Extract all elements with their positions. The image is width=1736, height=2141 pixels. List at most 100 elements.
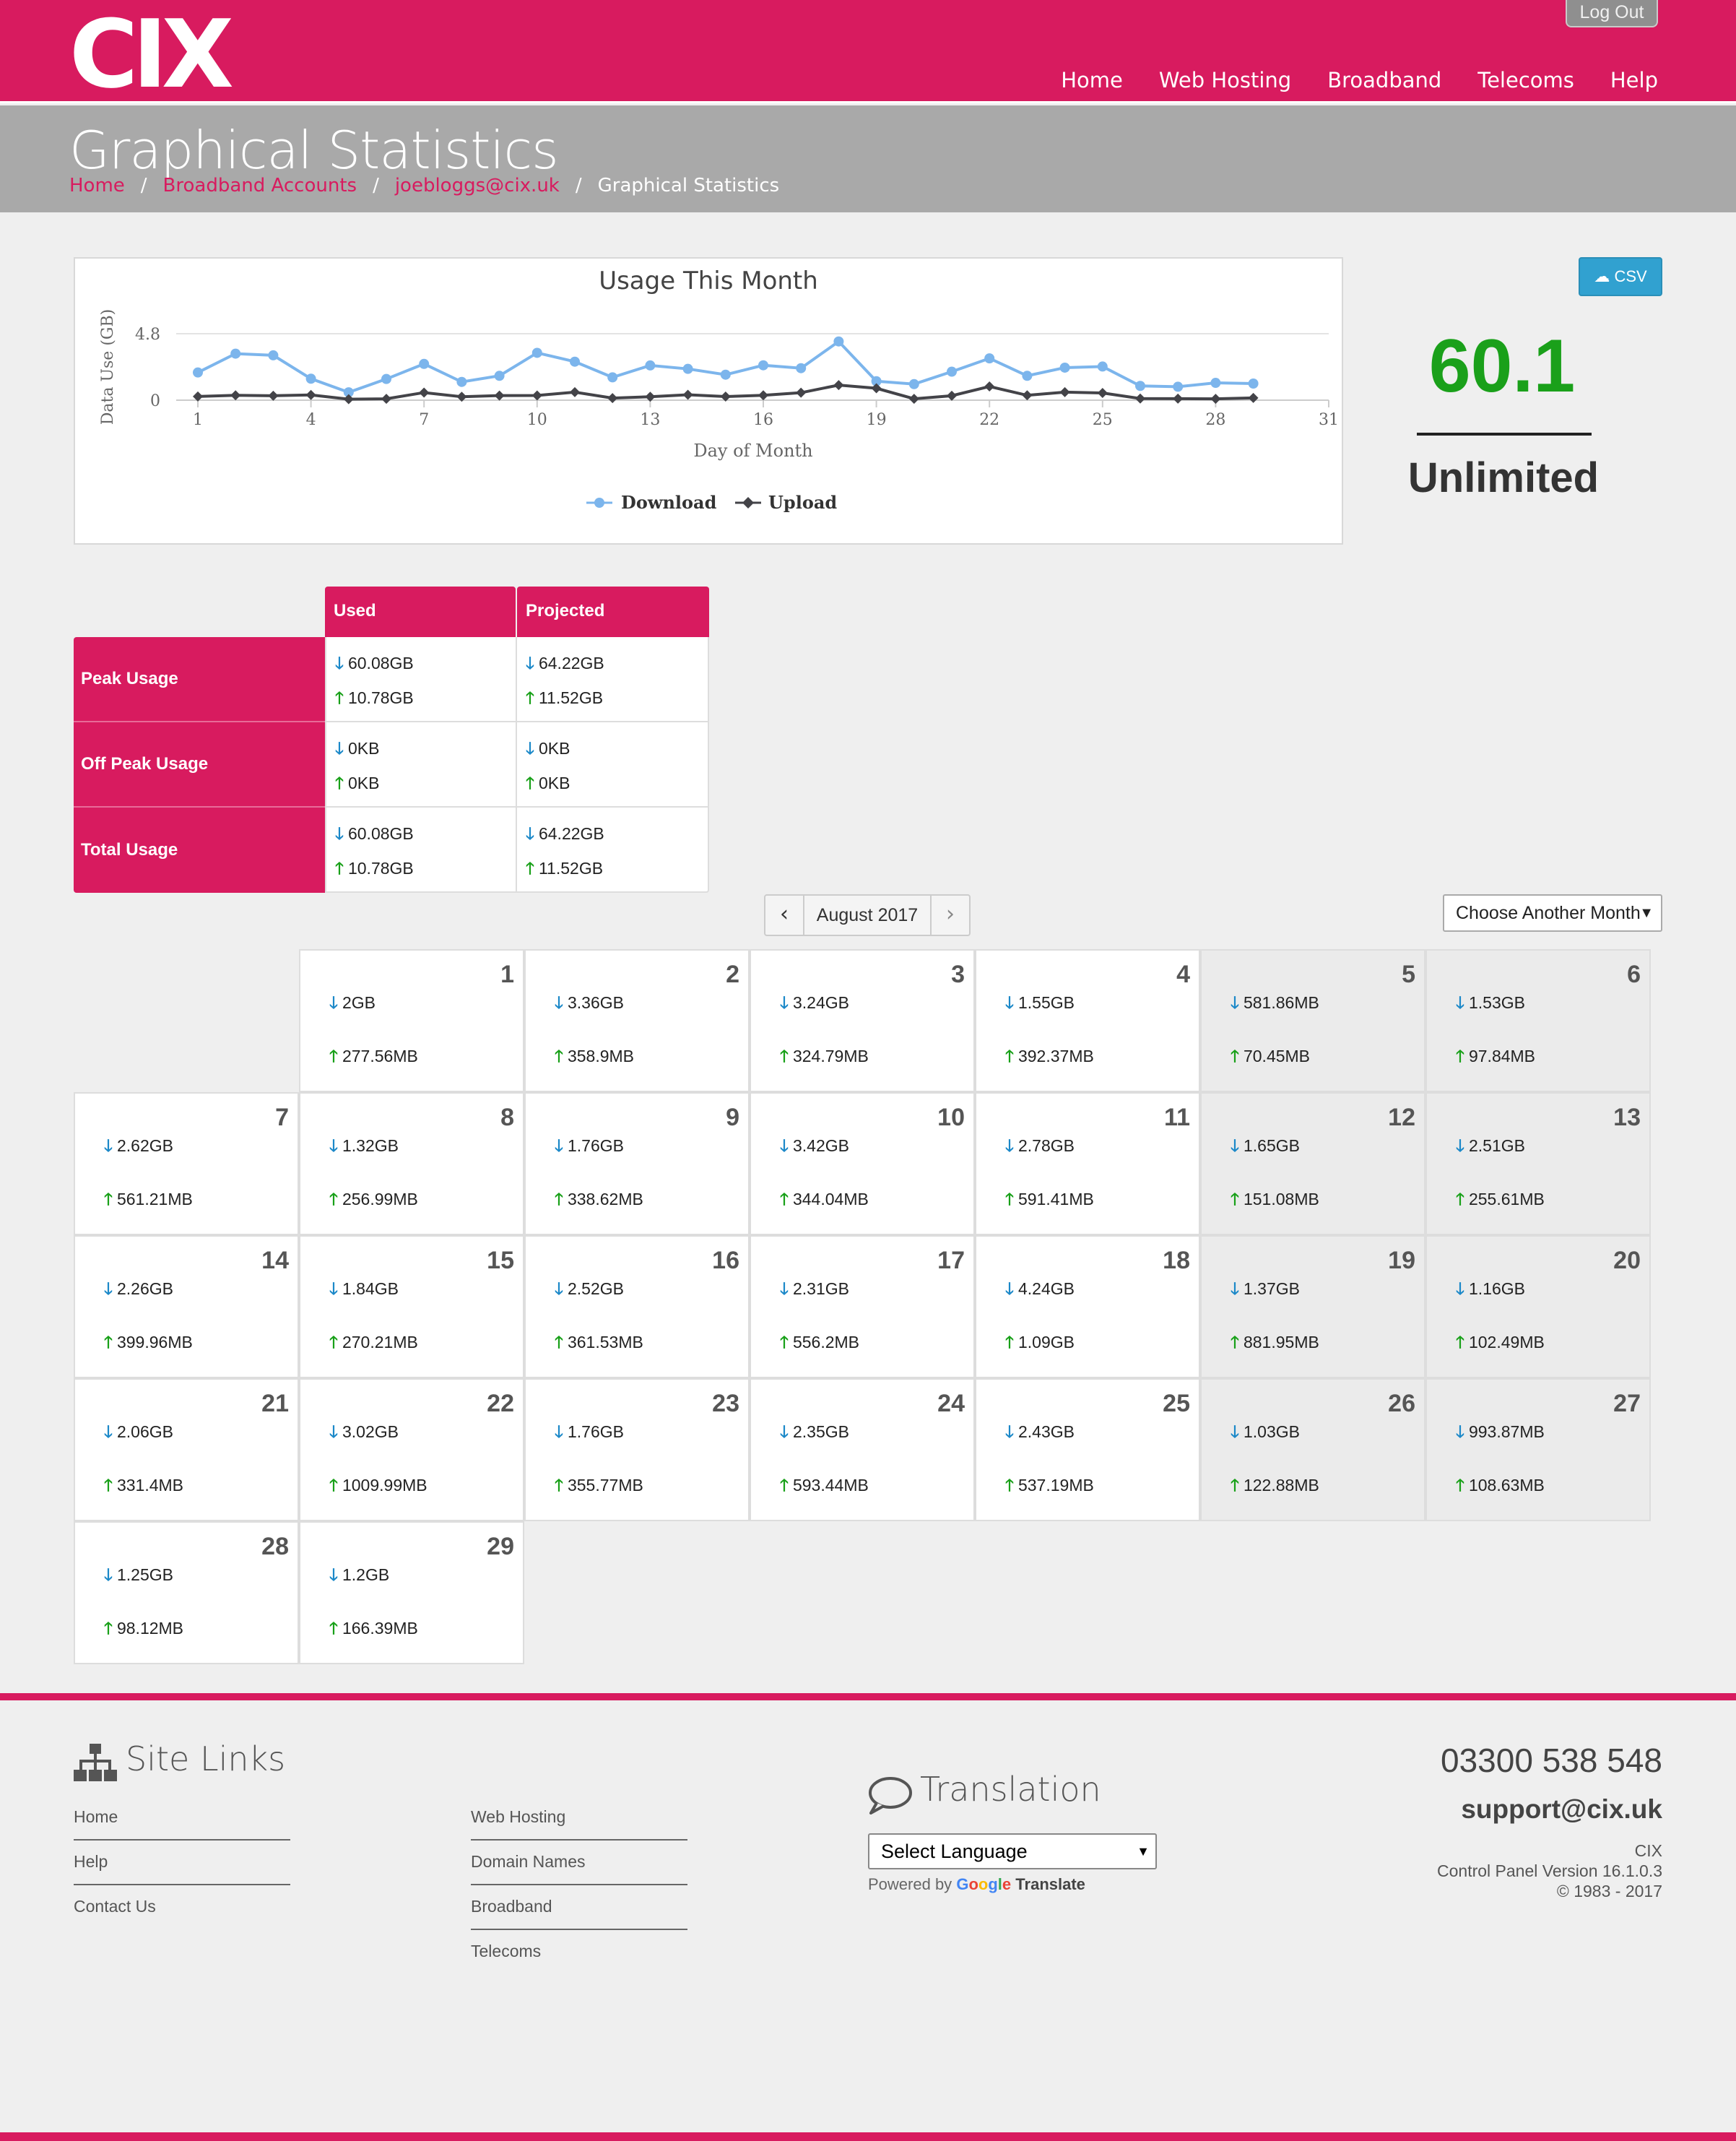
calendar-day: 21 🡓 2.06GB 🡑 331.4MB — [74, 1378, 299, 1521]
calendar-day: 22 🡓 3.02GB 🡑 1009.99MB — [299, 1378, 524, 1521]
day-download: 🡓 2.78GB — [1005, 1134, 1075, 1162]
breadcrumb-broadband-accounts[interactable]: Broadband Accounts — [162, 175, 357, 196]
day-number: 25 — [1163, 1390, 1190, 1417]
breadcrumb-home[interactable]: Home — [69, 175, 125, 196]
footer-top-border — [0, 1693, 1736, 1700]
footer-link-contact[interactable]: Contact Us — [74, 1897, 156, 1916]
cix-logo[interactable]: CIX — [69, 0, 234, 109]
day-upload-value: 556.2MB — [792, 1333, 860, 1351]
breadcrumb-separator: / — [575, 175, 582, 196]
upload-point — [1059, 386, 1070, 397]
previous-month-button[interactable]: ‹ — [764, 894, 804, 936]
day-number: 28 — [261, 1533, 289, 1560]
day-number: 22 — [487, 1390, 514, 1417]
day-number: 4 — [1176, 961, 1190, 988]
chart-legend[interactable]: Download Upload — [586, 492, 837, 513]
chart-series — [193, 336, 1259, 405]
speech-bubble-icon — [869, 1777, 912, 1815]
translation-heading: Translation — [920, 1770, 1101, 1809]
language-select[interactable]: Select Language ▼ — [868, 1833, 1157, 1869]
nav-help[interactable]: Help — [1610, 68, 1658, 92]
day-upload: 🡑 399.96MB — [104, 1331, 193, 1359]
download-point — [871, 376, 882, 386]
arrow-up-icon: 🡑 — [1456, 1047, 1464, 1066]
day-number: 3 — [951, 961, 965, 988]
calendar-day: 11 🡓 2.78GB 🡑 591.41MB — [975, 1092, 1200, 1235]
nav-telecoms[interactable]: Telecoms — [1477, 68, 1574, 92]
footer-link-telecoms[interactable]: Telecoms — [471, 1942, 542, 1960]
nav-broadband[interactable]: Broadband — [1327, 68, 1442, 92]
day-download: 🡓 2.62GB — [104, 1134, 173, 1162]
chevron-left-icon: ‹ — [780, 901, 789, 927]
top-bar: CIX Log Out Home Web Hosting Broadband T… — [0, 0, 1736, 103]
day-number: 14 — [261, 1247, 289, 1274]
choose-month-select[interactable]: Choose Another Month ▼ — [1443, 894, 1662, 932]
day-upload-value: 256.99MB — [342, 1190, 418, 1208]
day-upload: 🡑 122.88MB — [1231, 1474, 1319, 1502]
day-download-value: 2.52GB — [567, 1279, 624, 1298]
day-upload: 🡑 256.99MB — [329, 1188, 418, 1216]
upload-point — [494, 390, 505, 401]
day-download: 🡓 3.42GB — [780, 1134, 849, 1162]
footer-link-broadband[interactable]: Broadband — [471, 1897, 552, 1916]
day-download: 🡓 1.76GB — [555, 1420, 624, 1448]
footer-link-home[interactable]: Home — [74, 1807, 118, 1826]
arrow-down-icon: 🡓 — [104, 1423, 113, 1442]
calendar-day: 6 🡓 1.53GB 🡑 97.84MB — [1425, 949, 1651, 1092]
footer-link-help[interactable]: Help — [74, 1852, 108, 1871]
day-upload-value: 361.53MB — [567, 1333, 643, 1351]
download-point — [947, 366, 957, 377]
day-download-value: 1.65GB — [1243, 1136, 1300, 1155]
day-upload: 🡑 338.62MB — [555, 1188, 643, 1216]
day-download: 🡓 993.87MB — [1456, 1420, 1545, 1448]
day-upload: 🡑 361.53MB — [555, 1331, 643, 1359]
day-download: 🡓 2GB — [329, 991, 376, 1019]
arrow-down-icon: 🡓 — [780, 1280, 789, 1299]
legend-upload[interactable]: Upload — [768, 492, 837, 513]
day-download: 🡓 581.86MB — [1231, 991, 1319, 1019]
day-download: 🡓 2.06GB — [104, 1420, 173, 1448]
download-point — [1059, 362, 1070, 373]
upload-point — [947, 390, 957, 401]
nav-home[interactable]: Home — [1061, 68, 1123, 92]
offpeak-proj-down: 0KB — [538, 739, 570, 758]
day-download-value: 2GB — [342, 993, 376, 1012]
powered-by-google[interactable]: Powered by Google Translate — [868, 1875, 1085, 1894]
arrow-up-icon: 🡑 — [335, 774, 344, 793]
cloud-download-icon: ☁ — [1594, 267, 1615, 285]
support-email[interactable]: support@cix.uk — [1461, 1794, 1662, 1824]
caret-down-icon: ▼ — [1639, 905, 1654, 921]
nav-web-hosting[interactable]: Web Hosting — [1158, 68, 1292, 92]
day-upload-value: 166.39MB — [342, 1619, 418, 1638]
y-tick-label: 4.8 — [135, 326, 160, 344]
upload-point — [419, 387, 430, 398]
download-point — [607, 372, 618, 383]
day-download: 🡓 1.16GB — [1456, 1277, 1525, 1305]
footer-link-domain-names[interactable]: Domain Names — [471, 1852, 586, 1871]
day-download: 🡓 1.2GB — [329, 1563, 389, 1591]
x-tick-label: 16 — [753, 411, 773, 429]
day-download-value: 2.43GB — [1017, 1422, 1075, 1441]
day-upload: 🡑 270.21MB — [329, 1331, 418, 1359]
arrow-down-icon: 🡓 — [104, 1566, 113, 1585]
day-upload: 🡑 344.04MB — [780, 1188, 869, 1216]
day-download: 🡓 4.24GB — [1005, 1277, 1075, 1305]
footer-link-web-hosting[interactable]: Web Hosting — [471, 1807, 566, 1826]
upload-point — [1097, 388, 1108, 399]
day-download: 🡓 2.31GB — [780, 1277, 849, 1305]
breadcrumb: Home / Broadband Accounts / joebloggs@cix.uk… — [69, 175, 779, 196]
logout-button[interactable]: Log Out — [1566, 0, 1658, 27]
day-upload: 🡑 97.84MB — [1456, 1044, 1535, 1073]
x-tick-label: 13 — [640, 411, 660, 429]
support-phone[interactable]: 03300 538 548 — [1441, 1742, 1662, 1779]
breadcrumb-account[interactable]: joebloggs@cix.uk — [394, 175, 560, 196]
next-month-button[interactable]: › — [930, 894, 971, 936]
calendar-day: 1 🡓 2GB 🡑 277.56MB — [299, 949, 524, 1092]
legend-download[interactable]: Download — [621, 492, 717, 513]
csv-download-button[interactable]: ☁ CSV — [1579, 257, 1662, 296]
calendar-day: 24 🡓 2.35GB 🡑 593.44MB — [750, 1378, 975, 1521]
arrow-up-icon: 🡑 — [335, 689, 344, 708]
day-upload: 🡑 1009.99MB — [329, 1474, 428, 1502]
day-upload: 🡑 881.95MB — [1231, 1331, 1319, 1359]
day-download: 🡓 2.51GB — [1456, 1134, 1525, 1162]
